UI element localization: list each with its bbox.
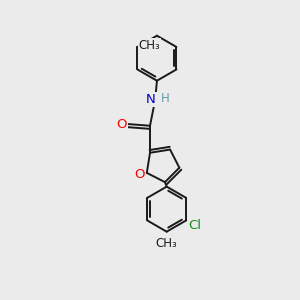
Text: O: O	[134, 168, 144, 181]
Text: O: O	[116, 118, 127, 130]
Text: N: N	[146, 93, 156, 106]
Text: CH₃: CH₃	[139, 39, 160, 52]
Text: CH₃: CH₃	[156, 237, 178, 250]
Text: Cl: Cl	[189, 219, 202, 232]
Text: H: H	[161, 92, 170, 105]
